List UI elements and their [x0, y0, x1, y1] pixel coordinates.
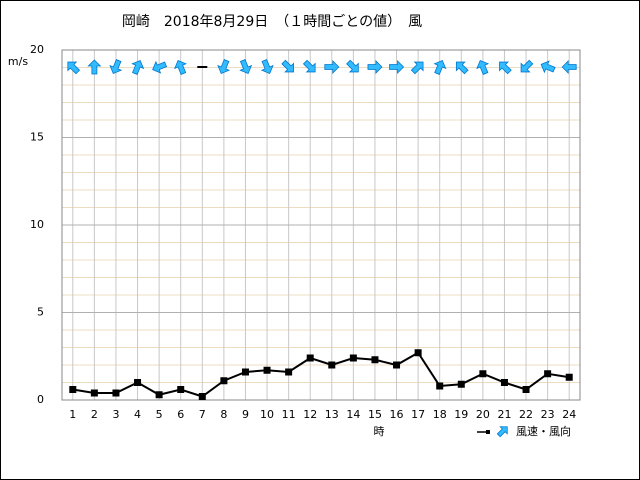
- point: [500, 379, 508, 386]
- x-tick-label: 18: [433, 408, 447, 421]
- point: [134, 379, 142, 386]
- wind-arrow: [239, 59, 253, 74]
- x-tick-label: 7: [199, 408, 206, 421]
- x-tick-label: 8: [220, 408, 227, 421]
- x-tick-label: 12: [303, 408, 317, 421]
- legend-label: 風速・風向: [516, 424, 571, 438]
- x-tick-label: 24: [562, 408, 576, 421]
- legend: 風速・風向: [477, 424, 571, 438]
- point: [544, 370, 552, 378]
- wind-arrow: [217, 59, 231, 74]
- point: [328, 361, 336, 369]
- x-tick-label: 4: [134, 408, 141, 421]
- point: [371, 356, 379, 364]
- point: [263, 366, 271, 374]
- wind-arrow: [152, 60, 168, 74]
- wind-arrow: [131, 60, 145, 75]
- point: [457, 380, 465, 388]
- x-tick-label: 13: [325, 408, 339, 421]
- point: [177, 386, 185, 393]
- x-tick-label: 11: [282, 408, 296, 421]
- y-tick-label: 0: [37, 393, 44, 406]
- point: [90, 389, 98, 397]
- point: [479, 370, 487, 378]
- wind-arrow: [540, 60, 556, 74]
- wind-arrow: [520, 59, 534, 73]
- wind-arrow: [302, 59, 316, 73]
- x-tick-label: 17: [411, 408, 425, 421]
- point: [306, 354, 314, 362]
- wind-arrow: [499, 61, 512, 75]
- wind-arrow: [324, 60, 340, 74]
- point: [69, 386, 77, 393]
- wind-arrow: [476, 60, 490, 75]
- x-tick-label: 3: [112, 408, 119, 421]
- x-tick-label: 21: [497, 408, 511, 421]
- y-tick-label: 20: [30, 43, 44, 56]
- wind-arrow: [561, 60, 577, 74]
- x-tick-label: 20: [476, 408, 490, 421]
- wind-arrow: [433, 60, 447, 75]
- wind-arrow: [87, 59, 102, 75]
- x-tick-label: 1: [69, 408, 76, 421]
- wind-arrow: [346, 59, 359, 73]
- x-tick-label: 2: [91, 408, 98, 421]
- wind-arrow: [410, 61, 424, 75]
- point: [241, 368, 249, 376]
- x-tick-label: 14: [346, 408, 360, 421]
- x-tick-label: 19: [454, 408, 468, 421]
- point: [349, 354, 357, 362]
- wind-arrow: [367, 60, 383, 74]
- y-tick-label: 15: [30, 131, 44, 144]
- point: [436, 382, 444, 390]
- point: [198, 393, 206, 400]
- x-tick-label: 15: [368, 408, 382, 421]
- wind-arrow: [109, 59, 123, 74]
- x-tick-label: 5: [156, 408, 163, 421]
- chart-title: 岡崎 2018年8月29日 （１時間ごとの値） 風: [122, 14, 422, 30]
- x-tick-label: 10: [260, 408, 274, 421]
- x-tick-label: 9: [242, 408, 249, 421]
- y-axis-label: m/s: [8, 55, 28, 68]
- x-tick-label: 22: [519, 408, 533, 421]
- y-tick-label: 10: [30, 218, 44, 231]
- point: [393, 361, 401, 369]
- plot-frame: [61, 49, 581, 401]
- point: [220, 377, 228, 385]
- x-tick-label: 6: [177, 408, 184, 421]
- x-axis-label: 時: [374, 425, 385, 438]
- wind-arrow: [260, 59, 274, 74]
- wind-arrow: [455, 61, 469, 75]
- x-tick-label: 16: [390, 408, 404, 421]
- wind-arrow: [281, 59, 294, 73]
- wind-arrow: [389, 60, 405, 74]
- x-tick-label: 23: [541, 408, 555, 421]
- point: [522, 386, 530, 393]
- point: [112, 389, 120, 397]
- series-line: [72, 351, 570, 398]
- point: [155, 391, 163, 399]
- legend-arrow: [496, 426, 508, 438]
- wind-arrow: [174, 60, 187, 75]
- point: [414, 349, 422, 357]
- legend-marker: [486, 430, 490, 434]
- wind-arrow: [67, 61, 81, 75]
- y-tick-label: 5: [37, 306, 44, 319]
- point: [565, 373, 573, 381]
- point: [285, 368, 293, 376]
